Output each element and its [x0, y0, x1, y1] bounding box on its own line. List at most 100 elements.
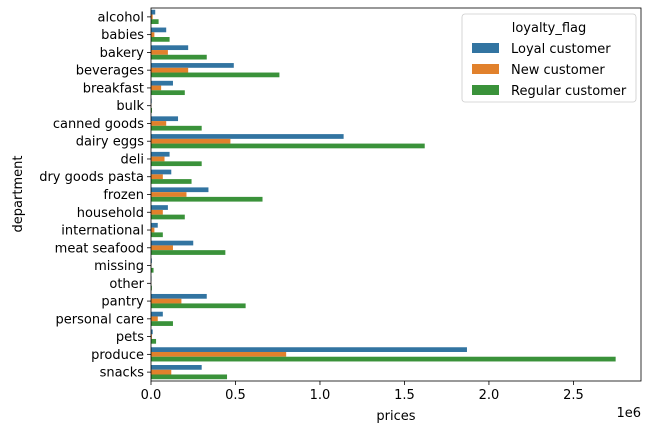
bar [151, 179, 192, 184]
bar [151, 311, 163, 317]
bar [151, 214, 185, 220]
bar [151, 9, 156, 15]
bar [151, 245, 173, 251]
y-tick-label: personal care [56, 312, 144, 327]
bar [151, 134, 344, 139]
bar [151, 356, 616, 362]
legend-swatch [472, 64, 499, 74]
legend-label: Loyal customer [511, 42, 611, 57]
legend-swatch [472, 43, 499, 53]
x-tick-label: 2.0 [479, 388, 500, 403]
bar [151, 232, 163, 238]
bar [151, 125, 202, 131]
x-tick-label: 0.5 [225, 388, 246, 403]
bar [151, 116, 179, 122]
y-tick-label: snacks [100, 366, 145, 381]
bar [151, 285, 152, 291]
bar [151, 205, 168, 210]
y-axis-label: department [11, 156, 26, 233]
bar [151, 143, 425, 149]
legend-items: Loyal customer New customer Regular custom… [472, 42, 627, 99]
y-axis-ticks: alcohol babies bakery beverages breakfast bul… [39, 10, 151, 381]
bar [151, 316, 158, 322]
bar [151, 303, 246, 309]
bar [151, 374, 228, 380]
x-tick-label: 1.5 [394, 388, 415, 403]
bar [151, 72, 280, 78]
bar [151, 338, 157, 344]
y-tick-label: international [61, 224, 144, 239]
bar [151, 121, 167, 126]
bar [151, 209, 163, 215]
bar [151, 90, 185, 96]
y-tick-label: produce [91, 348, 144, 363]
bar [151, 27, 167, 33]
y-tick-label: alcohol [98, 10, 144, 25]
x-axis-label: prices [376, 409, 415, 424]
bar [151, 369, 172, 375]
y-tick-label: bulk [116, 99, 144, 114]
bar [151, 63, 234, 68]
y-tick-label: missing [94, 259, 144, 274]
bar [151, 222, 158, 228]
bar [151, 321, 173, 326]
bar [151, 334, 152, 339]
bar [151, 174, 163, 180]
bar [151, 151, 170, 157]
bar [151, 19, 159, 24]
y-tick-label: breakfast [83, 81, 144, 96]
y-tick-label: pets [116, 330, 144, 345]
bar [151, 32, 155, 38]
bar [151, 85, 162, 91]
bar [151, 240, 194, 246]
y-tick-label: babies [101, 28, 144, 43]
bar [151, 67, 189, 73]
bar [151, 196, 263, 202]
x-axis-ticks: 0.0 0.5 1.0 1.5 2.0 2.5 [141, 381, 584, 403]
bar [151, 347, 467, 352]
y-tick-label: dry goods pasta [39, 170, 144, 185]
bar [151, 187, 209, 193]
y-tick-label: canned goods [53, 117, 144, 132]
bar [151, 329, 153, 335]
bar [151, 108, 153, 113]
bar [151, 298, 182, 304]
bar [151, 54, 207, 60]
legend-swatch [472, 85, 499, 95]
bars-layer [151, 9, 616, 380]
y-tick-label: frozen [103, 188, 144, 203]
y-tick-label: deli [121, 152, 144, 167]
bar [151, 351, 287, 357]
y-tick-label: household [77, 206, 144, 221]
bar [151, 293, 207, 299]
bar [151, 192, 187, 197]
y-tick-label: other [109, 277, 144, 292]
bar [151, 227, 155, 233]
bar [151, 50, 168, 55]
x-tick-label: 0.0 [141, 388, 162, 403]
legend: loyalty_flag Loyal customer New customer R… [461, 13, 637, 103]
legend-label: Regular customer [511, 84, 627, 99]
bar [151, 169, 172, 175]
bar [151, 138, 231, 144]
x-tick-label: 2.5 [563, 388, 584, 403]
bar [151, 250, 226, 255]
x-scale-offset: 1e6 [616, 406, 641, 421]
y-tick-label: pantry [101, 295, 144, 310]
bar [151, 45, 189, 51]
legend-title: loyalty_flag [512, 21, 587, 36]
x-tick-label: 1.0 [310, 388, 331, 403]
bar [151, 80, 173, 86]
y-tick-label: beverages [76, 64, 145, 79]
bar [151, 258, 152, 264]
legend-frame [461, 13, 637, 103]
legend-label: New customer [511, 63, 605, 78]
y-tick-label: meat seafood [55, 241, 144, 256]
bar [151, 14, 153, 20]
bar [151, 161, 202, 167]
y-tick-label: dairy eggs [76, 135, 145, 150]
y-tick-label: bakery [100, 46, 145, 61]
bar [151, 37, 170, 42]
bar [151, 365, 202, 370]
